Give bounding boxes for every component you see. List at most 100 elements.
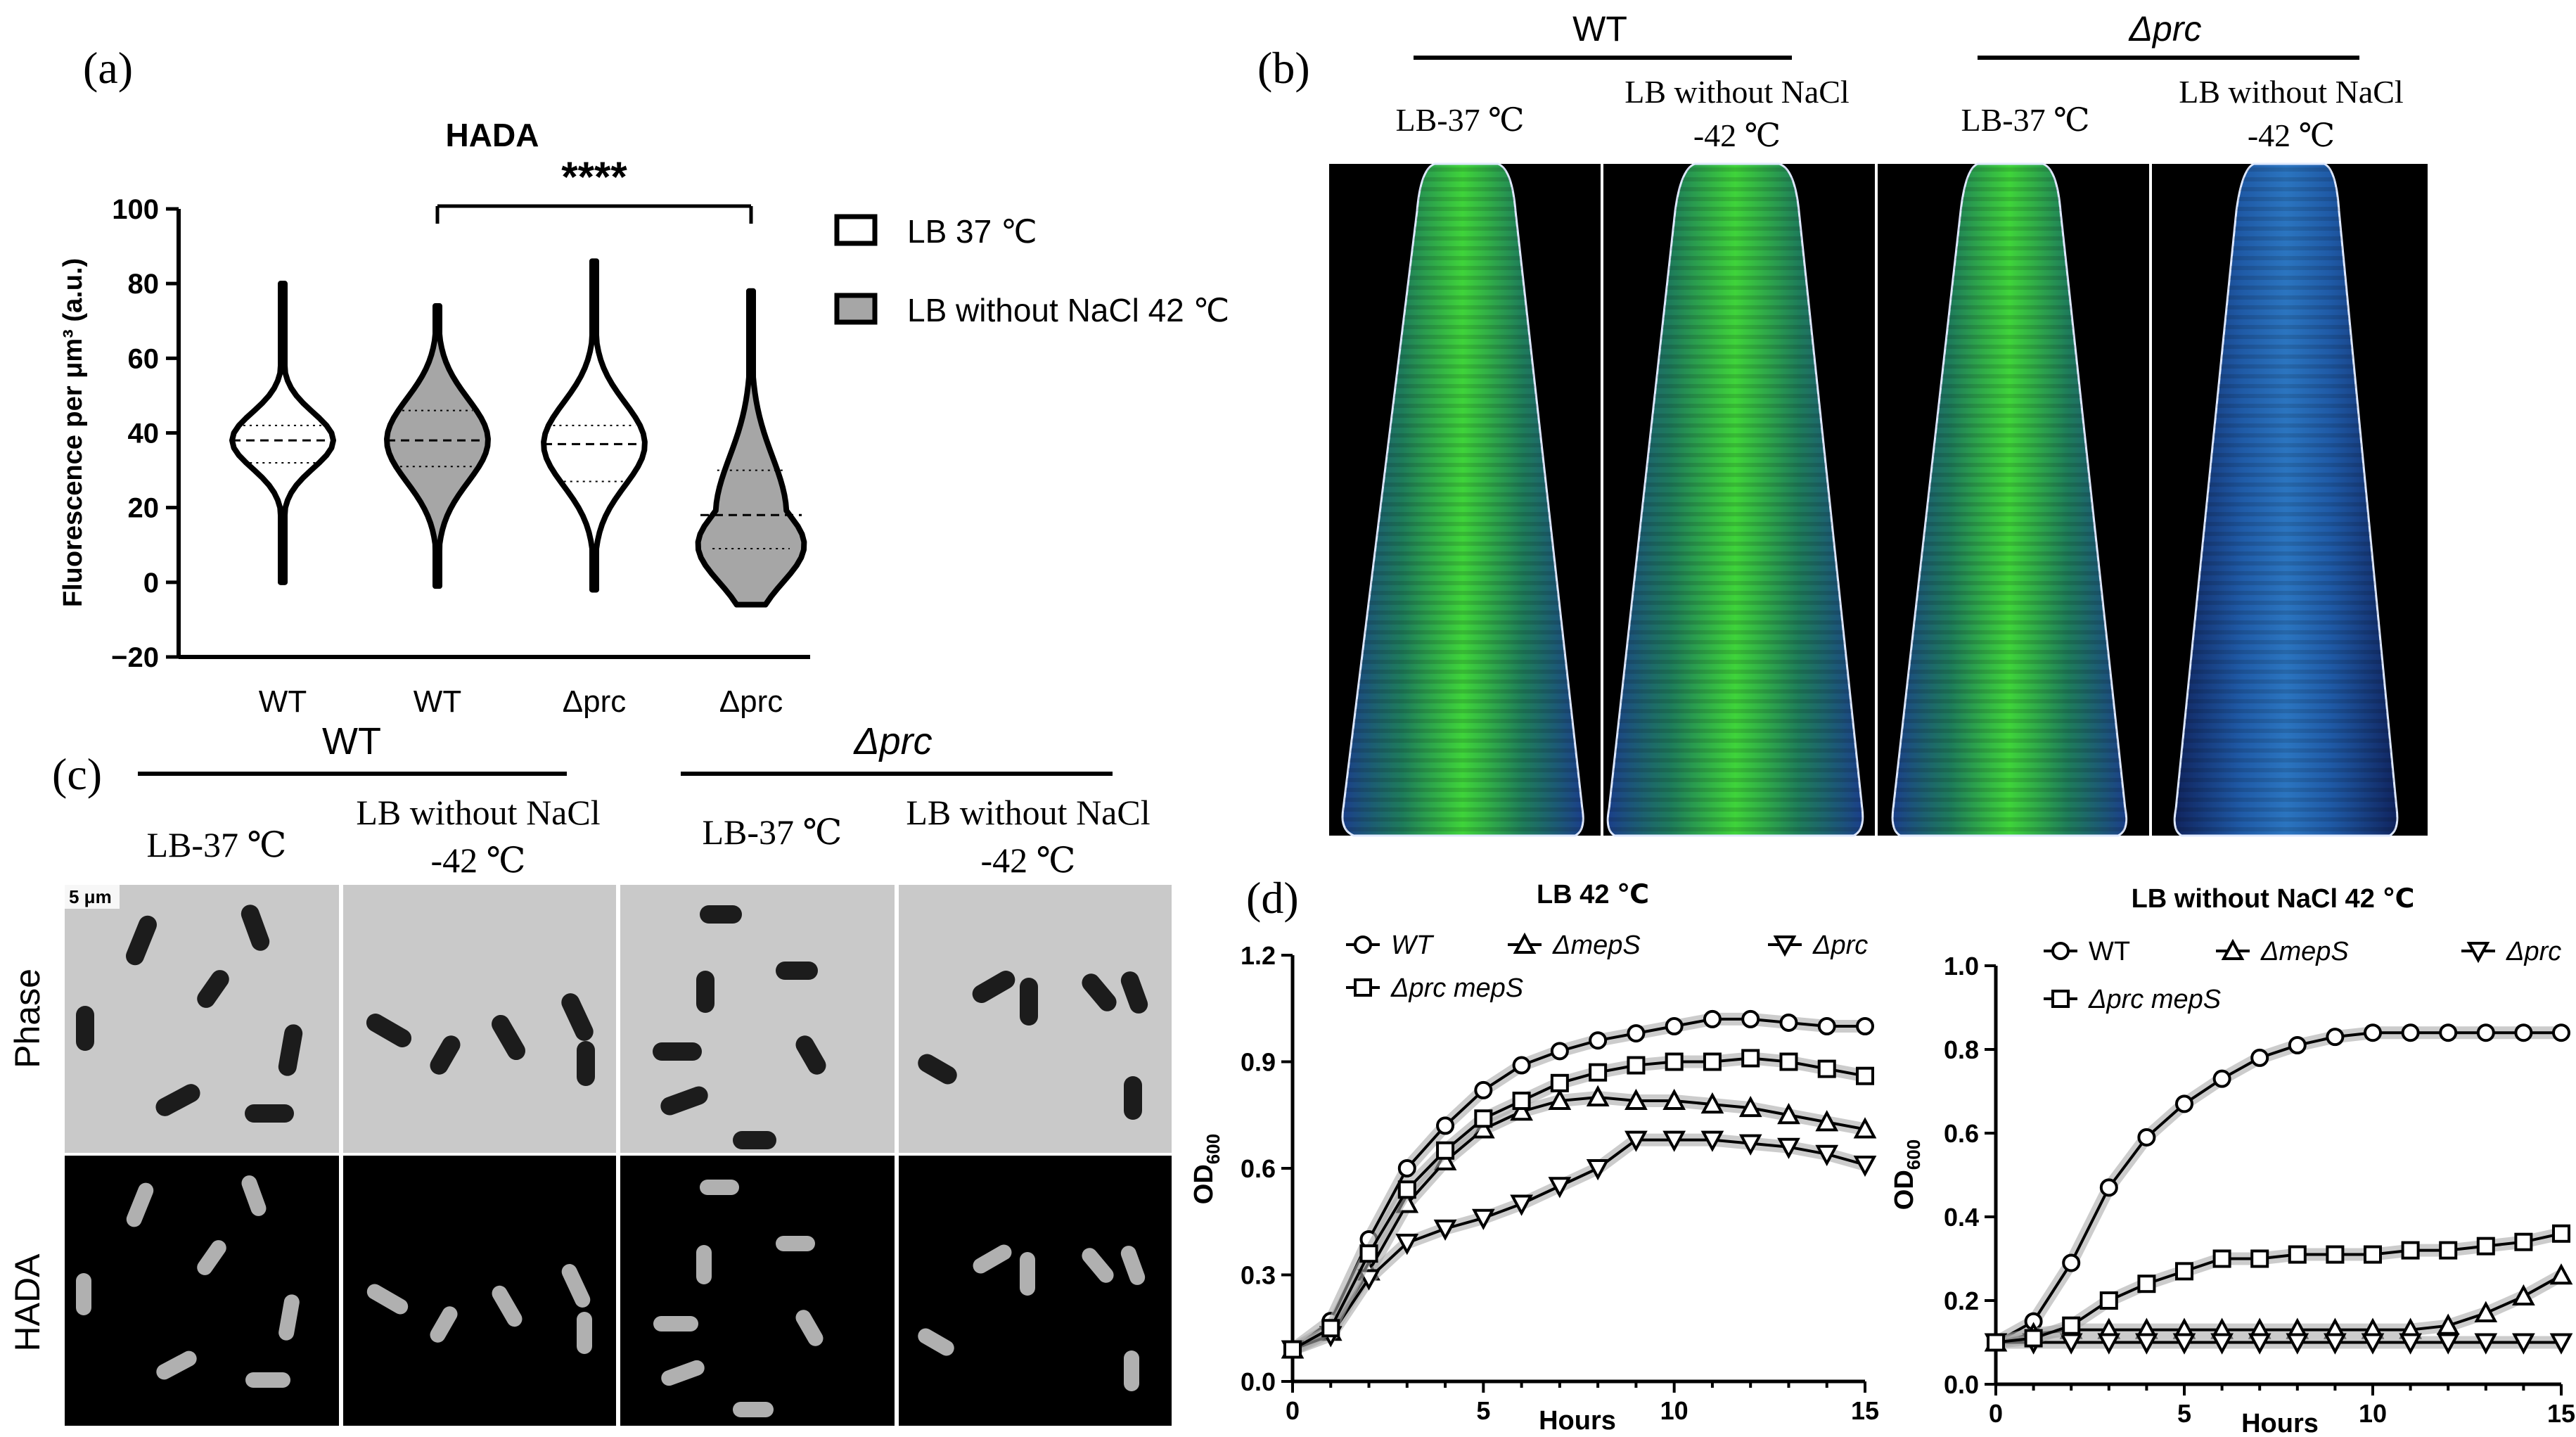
data-point [1550,1042,1569,1061]
data-point [1586,1085,1610,1106]
data-point [1510,1194,1533,1216]
data-point [1354,935,1372,954]
data-point [2439,1023,2458,1042]
growth-x-tick-label: 10 [2359,1399,2387,1428]
data-point [1548,1088,1572,1111]
data-point [1474,1109,1493,1128]
x-label-4: Δprc [719,684,783,719]
data-point [1436,1116,1455,1135]
data-point [2466,942,2490,964]
data-point [1987,1333,2005,1352]
growth-x-tick-label: 0 [1989,1399,2003,1428]
data-point [2051,990,2070,1008]
kymograph-prc-37 [1878,162,2149,837]
growth-lb42-series [1281,1009,1877,1362]
data-point [1779,1013,1798,1032]
panel-b-cond-wt-42-line1: LB without NaCl [1625,74,1849,110]
growth-y-tick-label: 0.8 [1944,1035,1979,1064]
data-point [1625,1130,1648,1152]
series-line [1292,1138,1866,1351]
data-point [1817,1017,1836,1035]
x-label-1: WT [259,684,307,719]
data-point [2361,1333,2385,1355]
data-point [2476,1023,2495,1042]
data-point [1700,1130,1724,1152]
panel-c-cond-prc-37: LB-37 ℃ [703,812,842,852]
legend-label-lb-without-nacl: LB without NaCl 42 ℃ [907,292,1229,328]
growth-x-tick-label: 10 [1660,1396,1689,1425]
data-point [2364,1023,2382,1042]
data-point [1815,1144,1839,1166]
violin-y-tick-label: −20 [111,642,159,673]
phase-image-wt-42 [343,885,616,1153]
data-point [2514,1023,2533,1042]
data-point [2512,1333,2535,1355]
panel-b-cond-wt-42-line2: -42 ℃ [1693,117,1781,153]
hada-image-wt-42 [343,1156,616,1426]
panel-b-cond-prc-37: LB-37 ℃ [1961,102,2089,138]
growth-x-tick-label: 0 [1286,1396,1300,1425]
data-point [2175,1262,2193,1281]
series-line [1292,1095,1866,1351]
data-point [1283,1340,1302,1359]
data-point [2051,942,2070,960]
data-point [2099,1178,2118,1197]
data-point [2514,1232,2533,1251]
data-point [2326,1245,2345,1264]
data-point [1513,932,1537,954]
significance-stars: **** [561,153,627,200]
data-point [1703,1009,1722,1028]
series-line [1995,1274,2562,1344]
data-point [2250,1048,2269,1067]
legend-swatch-lb-without-nacl [834,293,878,325]
panel-b-cond-wt-37: LB-37 ℃ [1395,102,1524,138]
panel-label-c: (c) [52,749,102,799]
data-point [2248,1333,2271,1355]
panel-c-group-wt: WT [322,720,381,762]
data-point [1321,1319,1340,1338]
data-point [1474,1080,1493,1099]
data-point [2474,1301,2498,1322]
growth-nacl-y-label: OD600 [1890,1139,1924,1210]
panel-b-cond-prc-42-line1: LB without NaCl [2179,74,2403,110]
growth-y-tick-label: 0.2 [1944,1286,1979,1315]
growth-lb42-ticks: 0.0 0.3 0.6 0.9 1.2 0 5 10 15 [1241,941,1879,1425]
panel-c: WT Δprc LB-37 ℃ LB without NaCl -42 ℃ LB… [8,720,1172,1426]
series-line [1995,1232,2562,1344]
row-label-phase: Phase [8,969,47,1068]
data-point [2135,1333,2158,1355]
data-point [1471,1208,1495,1230]
data-point [2436,1333,2460,1355]
violin-y-tick-label: 80 [128,269,160,300]
violin-body [695,288,807,608]
series-error-band [1994,1270,2565,1349]
hada-image-prc-42 [899,1156,1172,1426]
panel-c-cond-prc-42-line2: -42 ℃ [980,841,1075,880]
growth-nacl-series [1984,1023,2573,1355]
growth-chart-lb-without-nacl: LB without NaCl 42 ℃ 0.00.20.40.60.81.00… [1890,884,2575,1437]
data-point [2137,1128,2156,1147]
data-point [2549,1263,2573,1285]
data-point [2099,1291,2118,1310]
panel-b-group-prc: Δprc [2128,9,2201,49]
data-point [2062,1316,2081,1335]
data-point [2549,1333,2573,1355]
panel-c-cond-wt-42-line1: LB without NaCl [356,793,600,832]
phase-image-wt-37: 5 μm [65,885,339,1153]
phase-image-prc-37 [620,885,895,1153]
kymograph-prc-42 [2152,162,2428,837]
data-point [2175,1094,2193,1113]
legend-label: Δprc [2506,937,2561,966]
row-label-hada: HADA [8,1253,47,1352]
data-point [1550,1073,1569,1092]
growth-nacl-legend: WT ΔmepS Δprc Δprc mepS [2044,937,2561,1014]
data-point [1700,1092,1724,1114]
data-point [2364,1245,2382,1264]
data-point [1856,1066,1874,1085]
data-point [1512,1092,1531,1111]
legend-label: Δprc mepS [2088,985,2221,1014]
legend-label-lb37: LB 37 ℃ [907,213,1037,250]
data-point [1665,1052,1684,1071]
kymograph-wt-42 [1603,162,1875,837]
